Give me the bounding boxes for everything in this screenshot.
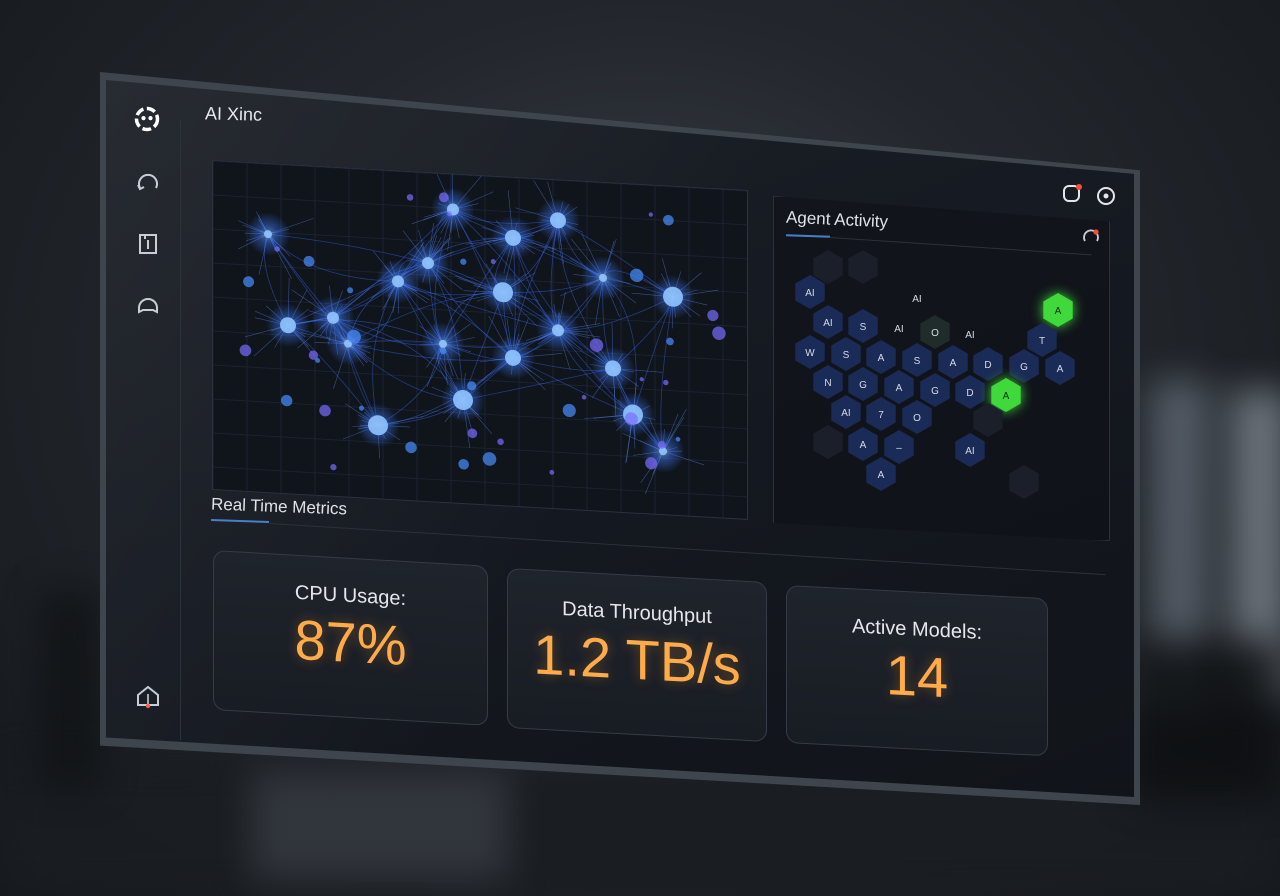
- agent-hex-label: A: [896, 383, 903, 394]
- neural-network-visual: [212, 160, 748, 520]
- agent-hex[interactable]: W: [795, 335, 825, 369]
- agent-hex-label: AI: [894, 324, 903, 335]
- agent-hex-label: A: [878, 353, 885, 364]
- agent-hex[interactable]: D: [955, 375, 985, 409]
- agent-hex-label: O: [931, 328, 939, 339]
- agent-hex[interactable]: A: [866, 457, 896, 491]
- background-object: [40, 590, 100, 790]
- agent-hex[interactable]: 7: [866, 397, 896, 431]
- agent-hex-label: D: [966, 388, 973, 399]
- agent-hex[interactable]: AI: [955, 433, 985, 467]
- sidebar-divider: [180, 119, 181, 741]
- agent-hex[interactable]: A: [866, 340, 896, 374]
- agent-hex[interactable]: S: [902, 343, 932, 377]
- agent-hex-label: AI: [805, 288, 814, 299]
- agent-hex[interactable]: O: [902, 400, 932, 434]
- agent-hex-label: G: [859, 380, 867, 391]
- agent-hex[interactable]: A: [938, 345, 968, 379]
- agent-hex-label: T: [1039, 336, 1045, 347]
- agent-hex-label: S: [843, 350, 850, 361]
- agent-hex[interactable]: AI: [894, 324, 903, 335]
- agent-hex-label: A: [1003, 391, 1010, 402]
- agent-hex[interactable]: [848, 250, 878, 284]
- cpu-usage-value: 87%: [294, 607, 407, 678]
- agent-hex[interactable]: A: [884, 370, 914, 404]
- circle-dot-icon[interactable]: [1095, 185, 1117, 207]
- agent-hex[interactable]: D: [973, 347, 1003, 381]
- agent-hex[interactable]: S: [831, 337, 861, 371]
- agent-hex[interactable]: AI: [831, 395, 861, 429]
- agent-hex-label: AI: [823, 318, 832, 329]
- agent-hex-label: 7: [878, 410, 884, 421]
- agent-hex-label: O: [913, 413, 921, 424]
- agent-hex[interactable]: G: [848, 367, 878, 401]
- agent-hex-grid: AI AI A AI S AI O AI T W S A S A D G A N G A G D A AI 7 O A – AI A: [795, 250, 1075, 499]
- agent-hex-label: A: [878, 470, 885, 481]
- agent-hex[interactable]: O: [920, 315, 950, 349]
- agent-hex[interactable]: [813, 250, 843, 284]
- agent-hex[interactable]: [1009, 465, 1039, 499]
- agent-hex-label: N: [824, 378, 831, 389]
- agent-hex-label: AI: [965, 330, 974, 341]
- agent-hex-label: AI: [841, 408, 850, 419]
- chat-bubble-icon[interactable]: [134, 291, 162, 319]
- agent-hex-label: AI: [965, 446, 974, 457]
- agent-hex[interactable]: T: [1027, 323, 1057, 357]
- agent-hex-label: W: [805, 348, 815, 359]
- agent-hex-label: S: [860, 322, 867, 333]
- data-throughput-card[interactable]: Data Throughput 1.2 TB/s: [507, 568, 767, 743]
- agent-hex-label: S: [914, 356, 921, 367]
- ai-logo-icon[interactable]: [133, 105, 161, 133]
- agent-hex[interactable]: A: [1045, 351, 1075, 385]
- background-object: [250, 770, 510, 880]
- agent-hex-label: A: [1055, 306, 1062, 317]
- agent-hex[interactable]: A: [1043, 293, 1073, 327]
- agent-hex[interactable]: AI: [795, 275, 825, 309]
- data-throughput-value: 1.2 TB/s: [533, 622, 741, 697]
- agent-hex-label: A: [860, 440, 867, 451]
- agent-hex-label: –: [896, 443, 902, 454]
- background-object: [1130, 640, 1280, 800]
- agent-hex-label: AI: [912, 294, 921, 305]
- cpu-usage-card[interactable]: CPU Usage: 87%: [213, 550, 488, 726]
- refresh-icon[interactable]: [134, 170, 162, 198]
- agent-hex-label: A: [950, 358, 957, 369]
- agent-hex[interactable]: G: [1009, 349, 1039, 383]
- agent-hex[interactable]: AI: [912, 294, 921, 305]
- agent-hex[interactable]: A: [991, 378, 1021, 412]
- agent-hex[interactable]: N: [813, 365, 843, 399]
- agent-hex[interactable]: AI: [813, 305, 843, 339]
- home-network-icon[interactable]: [134, 682, 162, 710]
- agent-hex[interactable]: G: [920, 373, 950, 407]
- agent-hex-label: G: [1020, 362, 1028, 373]
- agent-hex[interactable]: [813, 425, 843, 459]
- info-card-icon[interactable]: [134, 230, 162, 258]
- agent-hex[interactable]: S: [848, 309, 878, 343]
- active-models-label: Active Models:: [851, 615, 983, 644]
- agent-hex-label: A: [1057, 364, 1064, 375]
- agent-hex[interactable]: AI: [965, 330, 974, 341]
- agent-refresh-icon[interactable]: [1081, 228, 1103, 250]
- agent-hex[interactable]: A: [848, 427, 878, 461]
- agent-hex-label: D: [984, 360, 991, 371]
- active-models-value: 14: [885, 643, 949, 710]
- agent-hex[interactable]: [973, 403, 1003, 437]
- agent-hex-label: G: [931, 386, 939, 397]
- active-models-card[interactable]: Active Models: 14: [786, 585, 1048, 757]
- notification-dot-icon[interactable]: [1061, 183, 1083, 205]
- app-title: AI Xinc: [204, 103, 263, 125]
- agent-hex[interactable]: –: [884, 430, 914, 464]
